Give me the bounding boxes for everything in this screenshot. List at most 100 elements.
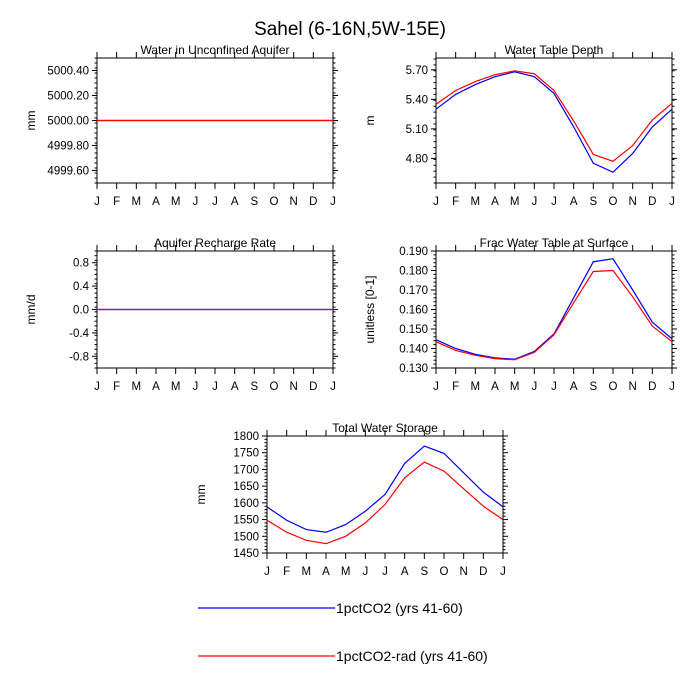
y-tick-label: 1600 xyxy=(233,498,259,510)
y-tick-label: 1750 xyxy=(233,448,259,460)
x-tick-label: A xyxy=(570,381,578,393)
x-tick-label: F xyxy=(452,381,459,393)
legend-label-1: 1pctCO2 (yrs 41-60) xyxy=(336,600,463,616)
y-tick-label: 5.40 xyxy=(406,94,428,106)
x-tick-label: F xyxy=(113,196,120,208)
y-tick-label: 0.190 xyxy=(399,246,428,258)
y-tick-label: 5000.40 xyxy=(47,66,89,78)
x-tick-label: J xyxy=(669,196,675,208)
figure-title: Sahel (6-16N,5W-15E) xyxy=(254,19,446,40)
x-tick-label: M xyxy=(132,381,142,393)
chart-title: Frac Water Table at Surface xyxy=(480,236,629,250)
x-tick-label: J xyxy=(433,381,439,393)
x-tick-label: J xyxy=(330,381,336,393)
y-tick-label: 4999.80 xyxy=(47,141,89,153)
x-tick-label: N xyxy=(290,381,298,393)
y-tick-label: 0.140 xyxy=(399,344,428,356)
x-tick-label: J xyxy=(362,566,368,578)
y-tick-label: 5000.20 xyxy=(47,91,89,103)
x-tick-label: D xyxy=(479,566,487,578)
y-tick-label: 4.80 xyxy=(406,153,428,165)
x-tick-label: N xyxy=(629,381,637,393)
x-tick-label: O xyxy=(609,381,618,393)
x-tick-label: A xyxy=(570,196,578,208)
y-tick-label: 0.130 xyxy=(399,363,428,375)
legend: 1pctCO2 (yrs 41-60) 1pctCO2-rad (yrs 41-6… xyxy=(198,600,488,664)
x-tick-label: J xyxy=(531,196,537,208)
y-tick-label: 0.4 xyxy=(73,281,90,293)
x-tick-label: S xyxy=(589,381,597,393)
series-line-1 xyxy=(435,71,673,173)
y-tick-label: 1650 xyxy=(233,481,259,493)
chart-panel-1: Water in Unconfined Aquifer mm 4999.60 4999… xyxy=(24,43,338,208)
x-tick-label: A xyxy=(231,381,239,393)
y-tick-label: 5000.00 xyxy=(47,116,89,128)
y-tick-label: -0.8 xyxy=(69,351,89,363)
chart-title: Water in Unconfined Aquifer xyxy=(141,43,290,57)
x-tick-label: F xyxy=(113,381,120,393)
chart-panel-5: Total Water Storage mm 1450 1500 1550 1600 165… xyxy=(194,421,508,578)
y-tick-label: 1550 xyxy=(233,515,259,527)
x-tick-label: M xyxy=(341,566,351,578)
x-tick-label: S xyxy=(589,196,597,208)
series-line-1 xyxy=(266,445,504,533)
series-line-1 xyxy=(435,258,673,360)
x-tick-label: N xyxy=(460,566,468,578)
x-tick-label: M xyxy=(510,196,520,208)
chart-panel-4: Frac Water Table at Surface unitless [0-1… xyxy=(363,236,677,393)
y-tick-label: 0.170 xyxy=(399,285,428,297)
y-axis-label: mm xyxy=(24,111,38,131)
series-line-2 xyxy=(266,461,504,545)
y-axis-label: mm xyxy=(194,485,208,505)
x-tick-label: A xyxy=(401,566,409,578)
y-tick-label: 5.10 xyxy=(406,124,428,136)
x-tick-label: D xyxy=(648,196,656,208)
x-tick-label: A xyxy=(152,196,160,208)
x-tick-label: J xyxy=(192,381,198,393)
x-tick-label: J xyxy=(669,381,675,393)
y-tick-label: 1700 xyxy=(233,464,259,476)
plot-frame xyxy=(435,57,673,184)
x-tick-label: M xyxy=(132,196,142,208)
x-tick-label: J xyxy=(433,196,439,208)
x-tick-label: A xyxy=(491,196,499,208)
x-tick-label: J xyxy=(212,196,218,208)
x-tick-label: J xyxy=(192,196,198,208)
y-axis-label: unitless [0-1] xyxy=(363,275,377,343)
x-tick-label: J xyxy=(551,196,557,208)
y-tick-label: 4999.60 xyxy=(47,166,89,178)
x-tick-label: S xyxy=(250,196,258,208)
x-tick-label: S xyxy=(420,566,428,578)
x-tick-label: J xyxy=(531,381,537,393)
x-tick-label: N xyxy=(629,196,637,208)
y-tick-label: 1450 xyxy=(233,548,259,560)
y-axis-label: m xyxy=(363,116,377,126)
plot-frame xyxy=(435,250,673,369)
x-tick-label: O xyxy=(270,196,279,208)
y-tick-label: 0.0 xyxy=(73,305,89,317)
x-tick-label: J xyxy=(264,566,270,578)
x-tick-label: M xyxy=(302,566,312,578)
y-tick-label: -0.4 xyxy=(69,328,89,340)
y-axis-label: mm/d xyxy=(24,295,38,325)
x-tick-label: M xyxy=(471,381,481,393)
x-tick-label: O xyxy=(609,196,618,208)
x-tick-label: M xyxy=(510,381,520,393)
x-tick-label: M xyxy=(171,381,181,393)
y-tick-label: 1500 xyxy=(233,531,259,543)
x-tick-label: D xyxy=(309,381,317,393)
x-tick-label: D xyxy=(648,381,656,393)
chart-title: Total Water Storage xyxy=(332,421,438,435)
chart-title: Water Table Depth xyxy=(505,43,604,57)
chart-title: Aquifer Recharge Rate xyxy=(154,236,276,250)
y-tick-label: 0.8 xyxy=(73,258,89,270)
y-tick-label: 0.160 xyxy=(399,305,428,317)
panels: Water in Unconfined Aquifer mm 4999.60 4999… xyxy=(24,43,677,578)
x-tick-label: A xyxy=(322,566,330,578)
x-tick-label: M xyxy=(471,196,481,208)
x-tick-label: J xyxy=(500,566,506,578)
y-tick-label: 0.180 xyxy=(399,266,428,278)
x-tick-label: D xyxy=(309,196,317,208)
